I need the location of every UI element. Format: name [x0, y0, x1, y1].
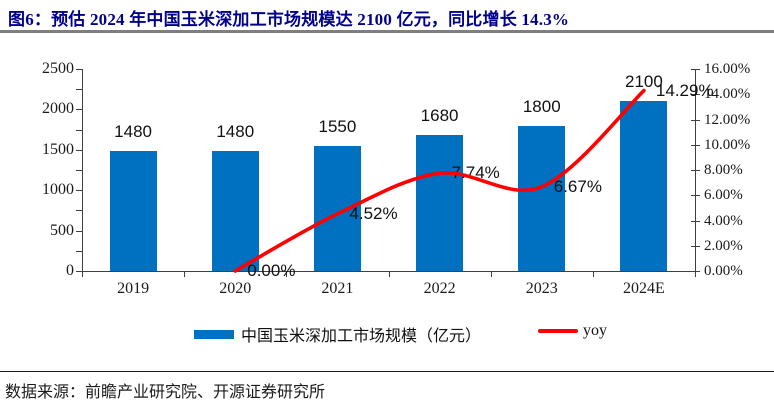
x-axis-label: 2022	[395, 280, 485, 298]
left-axis-label: 1000	[16, 181, 74, 199]
chart-title: 图6：预估 2024 年中国玉米深加工市场规模达 2100 亿元，同比增长 14…	[8, 5, 569, 30]
yoy-point-label: 14.29%	[656, 82, 714, 100]
left-axis-label: 1500	[16, 141, 74, 159]
left-axis-tick	[76, 109, 82, 110]
right-axis-tick	[691, 170, 700, 171]
left-axis-tick	[76, 231, 82, 232]
left-axis-tick	[76, 130, 82, 131]
x-axis-label: 2019	[88, 280, 178, 298]
x-axis-label: 2024E	[599, 280, 689, 298]
legend-line-label: yoy	[583, 322, 607, 340]
left-axis-label: 500	[16, 222, 74, 240]
legend-item-market-size: 中国玉米深加工市场规模（亿元）	[194, 322, 481, 346]
left-axis-tick	[76, 89, 82, 90]
legend-item-yoy: yoy	[538, 322, 607, 340]
left-axis-tick	[76, 190, 82, 191]
bar-2020	[212, 151, 259, 271]
right-axis-label: 16.00%	[704, 60, 774, 78]
x-axis-tick	[82, 271, 83, 277]
x-axis-tick	[491, 271, 492, 277]
left-axis-tick	[76, 210, 82, 211]
right-axis-label: 4.00%	[704, 212, 774, 230]
left-axis-label: 2000	[16, 100, 74, 118]
left-axis-label: 2500	[16, 60, 74, 78]
right-axis-tick	[691, 120, 700, 121]
yoy-point-label: 6.67%	[554, 178, 602, 196]
left-axis-tick	[76, 251, 82, 252]
x-axis-label: 2020	[190, 280, 280, 298]
left-axis-tick	[76, 170, 82, 171]
yoy-point-label: 4.52%	[349, 205, 397, 223]
source-divider	[0, 371, 774, 372]
right-axis-label: 6.00%	[704, 186, 774, 204]
left-axis-line	[82, 69, 83, 272]
bar-value-label: 1480	[190, 123, 280, 141]
right-axis-label: 10.00%	[704, 136, 774, 154]
bar-2023	[518, 126, 565, 271]
right-axis-label: 2.00%	[704, 237, 774, 255]
bar-2019	[110, 151, 157, 271]
bar-value-label: 1800	[497, 98, 587, 116]
bar-value-label: 1680	[395, 107, 485, 125]
right-axis-label: 8.00%	[704, 161, 774, 179]
x-axis-label: 2023	[497, 280, 587, 298]
left-axis-tick	[76, 150, 82, 151]
left-axis-tick	[76, 69, 82, 70]
bar-2022	[416, 135, 463, 271]
right-axis-label: 14.00%	[704, 85, 774, 103]
right-axis-tick	[691, 246, 700, 247]
x-axis-label: 2021	[292, 280, 382, 298]
yoy-point-label: 7.74%	[452, 164, 500, 182]
right-axis-tick	[691, 69, 700, 70]
legend-bar-swatch	[194, 330, 234, 339]
bar-2024E	[620, 101, 667, 271]
x-axis-tick	[695, 271, 696, 277]
right-axis-label: 12.00%	[704, 111, 774, 129]
legend-line-swatch	[538, 329, 578, 333]
x-axis-tick	[389, 271, 390, 277]
left-axis-label: 0	[16, 262, 74, 280]
source-text: 数据来源：前瞻产业研究院、开源证券研究所	[5, 378, 325, 402]
right-axis-tick	[691, 195, 700, 196]
figure-panel: 图6：预估 2024 年中国玉米深加工市场规模达 2100 亿元，同比增长 14…	[0, 0, 774, 405]
title-divider	[0, 30, 774, 33]
bar-value-label: 1480	[88, 123, 178, 141]
x-axis-tick	[593, 271, 594, 277]
bar-value-label: 1550	[292, 118, 382, 136]
right-axis-tick	[691, 221, 700, 222]
legend-bar-label: 中国玉米深加工市场规模（亿元）	[241, 322, 481, 346]
x-axis-tick	[184, 271, 185, 277]
plot-area: 0 500 1000 1500 2000 2500 0.00% 2.00% 4.00% 6.00%…	[0, 36, 774, 336]
right-axis-label: 0.00%	[704, 262, 774, 280]
right-axis-tick	[691, 145, 700, 146]
yoy-point-label: 0.00%	[247, 262, 295, 280]
